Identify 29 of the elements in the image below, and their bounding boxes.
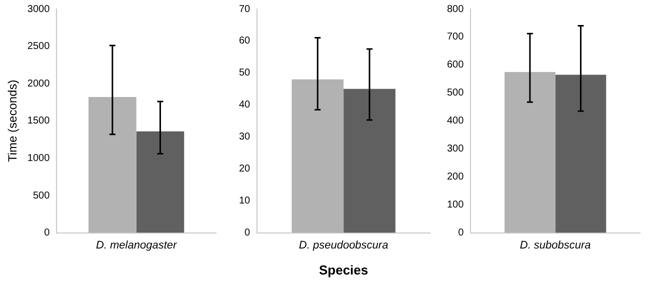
y-tick-label: 0 (44, 228, 50, 239)
y-tick-label: 3000 (27, 4, 50, 15)
y-tick-label: 100 (446, 200, 464, 211)
y-axis-title: Time (seconds) (6, 80, 20, 162)
y-tick-label: 200 (446, 172, 464, 183)
y-tick-label: 10 (239, 196, 251, 207)
y-tick-label: 0 (458, 228, 464, 239)
y-tick-label: 700 (446, 32, 464, 43)
y-tick-label: 50 (239, 68, 251, 79)
y-tick-label: 40 (239, 100, 251, 111)
y-tick-label: 2500 (27, 41, 50, 52)
y-tick-label: 600 (446, 60, 464, 71)
y-tick-label: 300 (446, 144, 464, 155)
y-tick-label: 500 (32, 190, 50, 202)
y-tick-label: 800 (446, 4, 464, 15)
y-tick-label: 400 (446, 116, 464, 127)
y-tick-label: 2000 (27, 78, 50, 90)
x-tick-label: D. subobscura (520, 239, 591, 252)
y-tick-label: 0 (244, 228, 251, 239)
y-tick-label: 1500 (27, 116, 50, 127)
y-tick-label: 70 (239, 4, 251, 15)
x-tick-label: D. melanogaster (96, 239, 178, 252)
x-axis-title: Species (318, 262, 368, 278)
y-tick-label: 30 (239, 132, 251, 143)
y-tick-label: 500 (446, 88, 464, 99)
y-tick-label: 1000 (27, 152, 50, 164)
y-tick-label: 60 (239, 36, 251, 47)
y-tick-label: 20 (239, 164, 251, 175)
x-tick-label: D. pseudoobscura (298, 239, 388, 252)
